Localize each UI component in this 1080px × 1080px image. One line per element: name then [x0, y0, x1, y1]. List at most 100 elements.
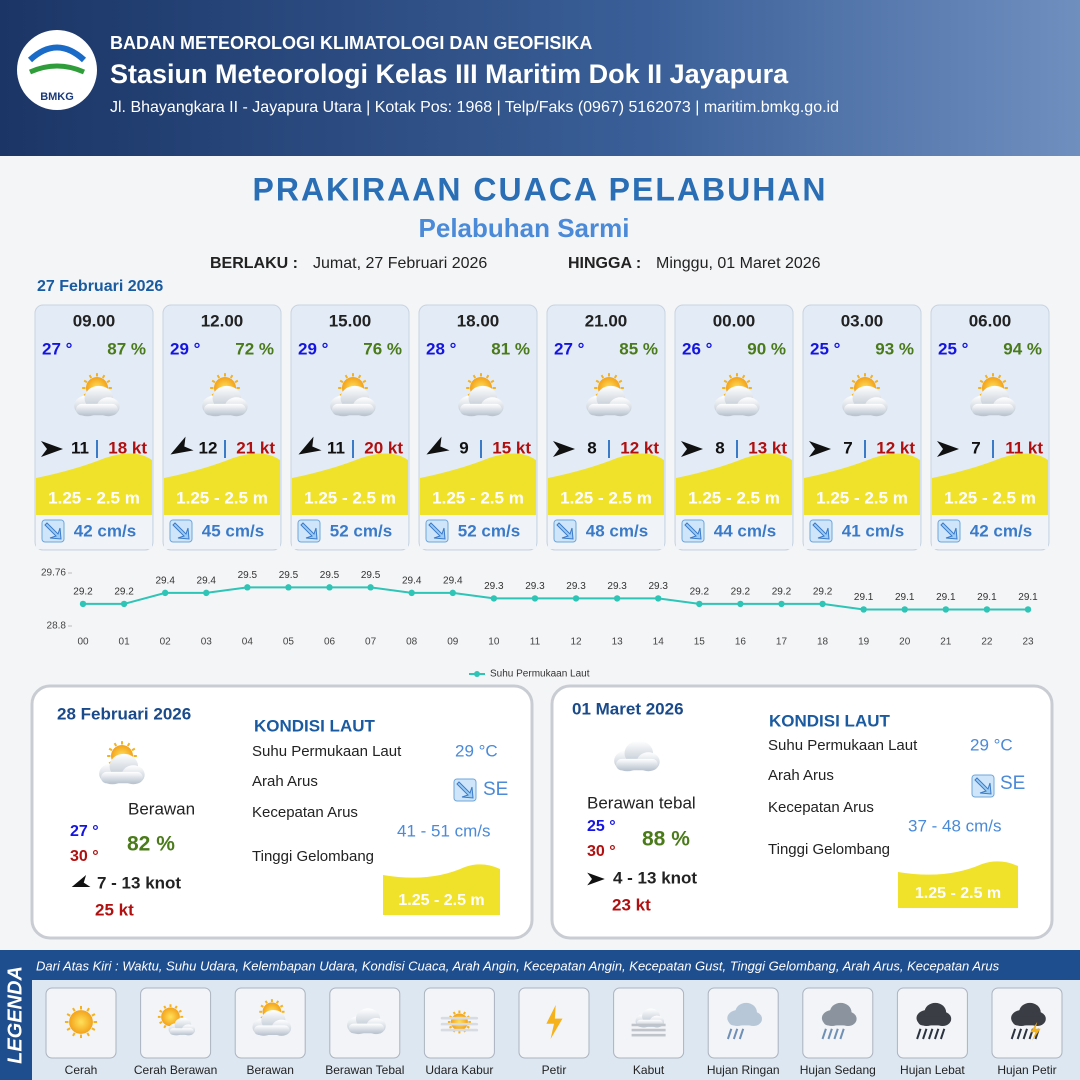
rain	[916, 1028, 922, 1040]
value-label: 29.5	[320, 570, 340, 581]
wind-range: 4 - 13 knot	[613, 868, 697, 887]
validity-label: BERLAKU :	[210, 255, 298, 272]
sun-ray	[613, 374, 618, 379]
cloud	[76, 403, 118, 416]
rain	[1016, 1028, 1022, 1040]
current-arrow-shape	[456, 781, 474, 799]
legend-note: Dari Atas Kiri : Waktu, Suhu Udara, Kele…	[36, 958, 1000, 973]
wave-shape	[932, 453, 1048, 515]
logo	[17, 30, 97, 110]
gust: 23 kt	[612, 895, 651, 914]
value-label: 29.4	[402, 576, 422, 587]
wind-speed: 11	[71, 438, 89, 457]
weather-icon	[916, 1002, 952, 1040]
sun-ray	[984, 374, 989, 379]
value-label: 29.2	[73, 587, 93, 598]
cloud	[917, 1016, 950, 1026]
sst-point	[490, 595, 498, 602]
x-tick-label: 15	[694, 637, 706, 648]
humidity: 81 %	[491, 339, 530, 358]
current-arrow	[169, 519, 193, 543]
sun-ray	[869, 374, 874, 379]
value-label: 29.2	[772, 587, 792, 598]
humidity: 72 %	[235, 339, 274, 358]
slot-time: 15.00	[329, 311, 372, 330]
sun-ray	[86, 1032, 90, 1037]
haze	[440, 1022, 479, 1026]
sea-label: Suhu Permukaan Laut	[768, 737, 918, 754]
x-tick-label: 18	[817, 637, 829, 648]
day-date: 27 Februari 2026	[37, 278, 163, 295]
humidity: 76 %	[363, 339, 402, 358]
value-label: 29.5	[238, 570, 258, 581]
weather-icon	[347, 1008, 386, 1035]
gust: 12 kt	[620, 438, 659, 457]
sea-label: Arah Arus	[768, 767, 834, 784]
weather-icon	[970, 373, 1016, 417]
wind-arrow	[71, 874, 91, 888]
sst-value: 29 °C	[970, 735, 1013, 754]
current-speed: 48 cm/s	[586, 521, 648, 540]
sun-ray	[466, 1025, 470, 1029]
temperature: 29 °	[170, 339, 201, 358]
current-arrow-shape	[300, 522, 318, 540]
humidity: 82 %	[127, 833, 175, 856]
rain	[732, 1028, 739, 1040]
sea-label: Tinggi Gelombang	[768, 841, 890, 858]
lightning	[546, 1005, 563, 1039]
sun-ray	[462, 1011, 467, 1015]
sun-ray	[344, 374, 349, 379]
sun-ray	[275, 1000, 280, 1004]
sun-ray	[131, 747, 136, 752]
cloud	[204, 403, 246, 416]
sun-ray	[72, 1007, 76, 1012]
humidity: 90 %	[747, 339, 786, 358]
cloud	[101, 771, 143, 784]
sun-ray	[91, 1013, 96, 1017]
wind-arrow	[553, 441, 575, 457]
current-speed: 42 cm/s	[970, 521, 1032, 540]
value-label: 29.5	[279, 570, 299, 581]
temperature: 26 °	[682, 339, 713, 358]
x-tick-label: 07	[365, 637, 377, 648]
weather-icon	[64, 1005, 98, 1039]
sun-ray	[260, 1004, 264, 1008]
weather-icon	[74, 373, 120, 417]
weather-icon	[821, 1002, 857, 1040]
logo-text: BMKG	[40, 91, 74, 103]
wind-arrow	[41, 441, 63, 457]
sst-point	[203, 589, 210, 597]
cloud	[728, 1016, 761, 1026]
sst-point	[983, 606, 991, 613]
value-label: 29.1	[1018, 592, 1038, 603]
temperature: 25 °	[810, 339, 841, 358]
panel-date: 28 Februari 2026	[57, 704, 191, 723]
current-speed: 44 cm/s	[714, 521, 776, 540]
sst-point	[408, 589, 415, 597]
cloud	[844, 403, 886, 416]
wave-height: 1.25 - 2.5 m	[688, 488, 780, 507]
weather-icon	[202, 373, 248, 417]
wave-shape	[36, 453, 152, 515]
x-tick-label: 05	[283, 637, 295, 648]
sun-ray	[91, 1027, 96, 1031]
rain	[934, 1028, 940, 1040]
value-label: 29.3	[566, 581, 586, 592]
sun	[450, 1013, 468, 1031]
sst-point	[1024, 606, 1032, 613]
cloud	[616, 758, 658, 771]
rain	[839, 1028, 845, 1040]
sun	[69, 1010, 93, 1034]
sun-ray	[159, 1020, 163, 1025]
fog	[631, 1028, 666, 1032]
sun-ray	[234, 379, 239, 384]
sst-point	[613, 595, 621, 602]
current-speed: 52 cm/s	[330, 521, 392, 540]
weather-icon	[842, 373, 888, 417]
cloud	[332, 403, 374, 416]
sun-ray	[723, 379, 728, 384]
humidity: 87 %	[107, 339, 146, 358]
gust: 21 kt	[236, 438, 275, 457]
sun-ray	[264, 1000, 268, 1004]
wind-arrow	[937, 441, 959, 457]
